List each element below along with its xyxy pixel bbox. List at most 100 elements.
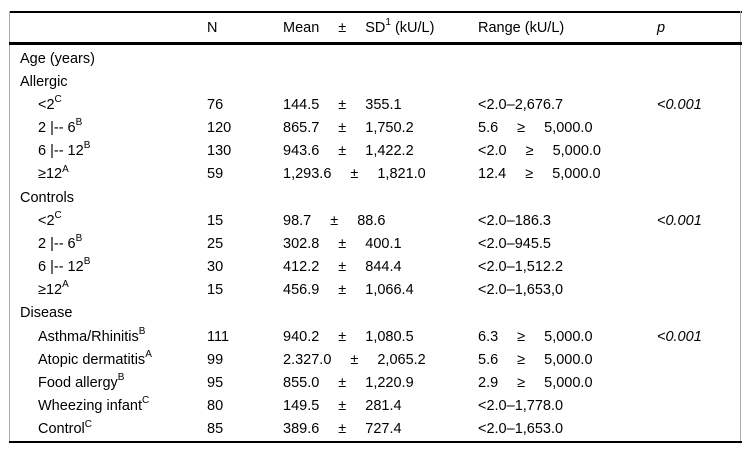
- sd-value: 1,750.2: [365, 120, 414, 137]
- table-body: Age (years) Allergic <2C 76 144.5 ±355.1 <2.0–…: [0, 47, 752, 441]
- range-high: 5,000.0: [544, 120, 593, 137]
- row-label: 6 |-- 12: [38, 259, 84, 276]
- row-label-cell: Food allergyB: [20, 373, 207, 391]
- row-label-cell: Disease: [20, 305, 207, 321]
- sd-value: 2,065.2: [377, 351, 426, 368]
- row-label: Asthma/Rhinitis: [38, 328, 139, 345]
- plus-minus-sign: ±: [350, 351, 359, 368]
- plus-minus-sign: ±: [350, 166, 359, 183]
- table-bottom-rule: [9, 441, 742, 443]
- row-label-cell: 6 |-- 12B: [20, 140, 207, 160]
- p-value-cell: <0.001: [657, 328, 702, 345]
- mean-value: 98.7: [283, 212, 312, 229]
- table-left-edge: [9, 11, 10, 443]
- range-cell: <2.0–1,778.0: [478, 398, 657, 414]
- p-value-cell: <0.001: [657, 212, 702, 229]
- header-sd-text: SD: [365, 19, 386, 36]
- mean-sd-cell: 865.7 ±1,750.2: [283, 120, 478, 136]
- sd-value: 727.4: [365, 421, 402, 438]
- range-cell: 12.4 ≥5,000.0: [478, 166, 657, 182]
- range-cell: <2.0–945.5: [478, 236, 657, 252]
- header-separator-rule: [9, 42, 742, 45]
- sd-value: 355.1: [365, 96, 402, 113]
- mean-sd-cell: 302.8 ±400.1: [283, 236, 478, 252]
- range-cell: 5.6 ≥5,000.0: [478, 352, 657, 368]
- section-label: Controls: [20, 189, 74, 206]
- section-row: Disease: [0, 302, 752, 325]
- range-low: 12.4: [478, 166, 507, 183]
- mean-value: 149.5: [283, 398, 320, 415]
- header-mean-sd: Mean ± SD1 (kU/L): [283, 16, 478, 36]
- table-header-row: N Mean ± SD1 (kU/L) Range (kU/L) p: [0, 13, 752, 42]
- header-range: Range (kU/L): [478, 19, 565, 36]
- mean-sd-cell: 1,293.6 ±1,821.0: [283, 166, 478, 182]
- range-low: 2.9: [478, 374, 499, 391]
- range-text: <2.0–1,653,0: [478, 282, 564, 299]
- n-cell: 30: [207, 259, 224, 276]
- row-superscript: A: [62, 163, 69, 175]
- range-low: 5.6: [478, 120, 499, 137]
- mean-value: 302.8: [283, 235, 320, 252]
- row-label: Atopic dermatitis: [38, 351, 146, 368]
- mean-sd-cell: 412.2 ±844.4: [283, 259, 478, 275]
- mean-value: 943.6: [283, 143, 320, 160]
- table-row: 2 |-- 6B 25 302.8 ±400.1 <2.0–945.5: [0, 232, 752, 255]
- range-cell: 5.6 ≥5,000.0: [478, 120, 657, 136]
- mean-value: 2.327.0: [283, 351, 332, 368]
- range-text: <2.0–1,653.0: [478, 421, 564, 438]
- n-cell: 25: [207, 235, 224, 252]
- row-superscript: B: [83, 256, 91, 268]
- mean-value: 940.2: [283, 328, 320, 345]
- header-n: N: [207, 19, 218, 36]
- row-label-cell: ≥12A: [20, 280, 207, 298]
- table-row: <2C 76 144.5 ±355.1 <2.0–2,676.7 <0.001: [0, 93, 752, 116]
- range-text: <2.0–1,778.0: [478, 398, 564, 415]
- row-superscript: C: [54, 209, 62, 221]
- row-superscript: C: [54, 94, 62, 106]
- n-cell: 120: [207, 120, 232, 137]
- mean-sd-cell: 855.0 ±1,220.9: [283, 375, 478, 391]
- mean-sd-cell: 149.5 ±281.4: [283, 398, 478, 414]
- table-row: <2C 15 98.7 ±88.6 <2.0–186.3 <0.001: [0, 209, 752, 232]
- plus-minus-sign: ±: [338, 235, 347, 252]
- range-text: <2.0–2,676.7: [478, 96, 564, 113]
- mean-sd-cell: 98.7 ±88.6: [283, 213, 478, 229]
- header-sd: SD1 (kU/L): [365, 16, 434, 36]
- n-cell: 111: [207, 328, 230, 345]
- row-superscript: B: [83, 140, 91, 152]
- plus-minus-sign: ±: [338, 398, 347, 415]
- sd-value: 1,080.5: [365, 328, 414, 345]
- gte-sign: ≥: [517, 328, 526, 345]
- table-row: ControlC 85 389.6 ±727.4 <2.0–1,653.0: [0, 418, 752, 441]
- row-label: ≥12: [38, 166, 63, 183]
- table-row: ≥12A 59 1,293.6 ±1,821.0 12.4 ≥5,000.0: [0, 163, 752, 186]
- range-high: 5,000.0: [544, 328, 593, 345]
- row-label: 6 |-- 12: [38, 143, 84, 160]
- row-label: <2: [38, 212, 55, 229]
- range-cell: <2.0 ≥5,000.0: [478, 143, 657, 159]
- gte-sign: ≥: [525, 166, 534, 183]
- row-label-cell: 6 |-- 12B: [20, 256, 207, 276]
- mean-sd-cell: 2.327.0 ±2,065.2: [283, 352, 478, 368]
- row-label: 2 |-- 6: [38, 120, 76, 137]
- row-label-cell: <2C: [20, 209, 207, 229]
- n-cell: 95: [207, 374, 224, 391]
- section-label: Disease: [20, 305, 73, 322]
- header-sd-footnote-marker: 1: [385, 16, 391, 28]
- section-row: Controls: [0, 186, 752, 209]
- row-label-cell: 2 |-- 6B: [20, 234, 207, 252]
- n-cell: 76: [207, 96, 224, 113]
- n-cell: 15: [207, 212, 224, 229]
- range-text: <2.0–1,512.2: [478, 259, 564, 276]
- table-row: 6 |-- 12B 30 412.2 ±844.4 <2.0–1,512.2: [0, 256, 752, 279]
- row-label-cell: ≥12A: [20, 163, 207, 183]
- range-low: <2.0: [478, 143, 507, 160]
- mean-value: 855.0: [283, 374, 320, 391]
- mean-value: 412.2: [283, 259, 320, 276]
- range-high: 5,000.0: [544, 374, 593, 391]
- row-superscript: C: [141, 395, 150, 407]
- row-label-cell: Asthma/RhinitisB: [20, 326, 207, 345]
- mean-value: 389.6: [283, 421, 320, 438]
- gte-sign: ≥: [517, 351, 526, 368]
